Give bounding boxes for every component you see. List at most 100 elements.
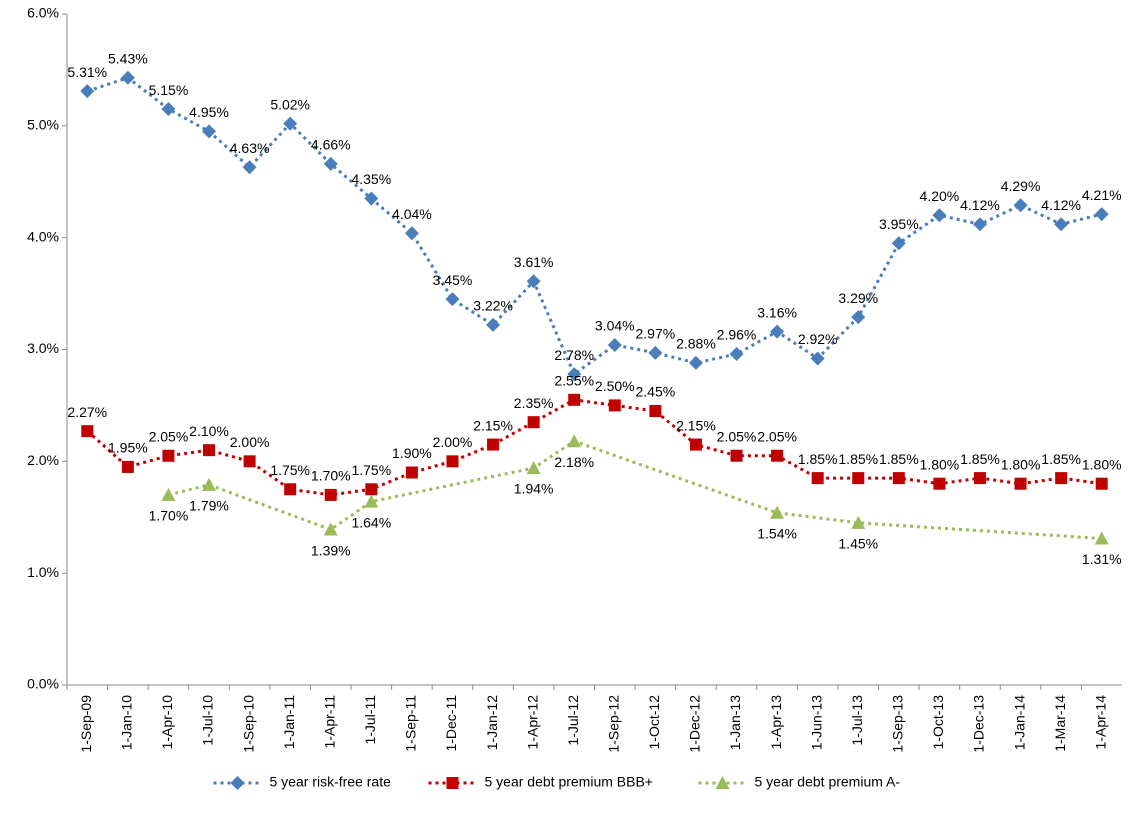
marker [1095, 477, 1108, 490]
data-label: 3.95% [879, 216, 919, 232]
marker [933, 477, 946, 490]
data-label: 3.16% [757, 304, 797, 320]
x-tick-label: 1-Sep-09 [78, 695, 94, 753]
data-label: 3.29% [838, 290, 878, 306]
marker [730, 449, 743, 462]
data-label: 2.05% [149, 428, 189, 444]
x-tick-label: 1-Sep-12 [605, 695, 621, 753]
marker [567, 434, 582, 448]
marker [1055, 472, 1068, 485]
marker [80, 84, 95, 99]
marker [811, 472, 824, 485]
data-label: 2.78% [554, 347, 594, 363]
x-tick-label: 1-Apr-11 [321, 695, 337, 749]
legend-label: 5 year risk-free rate [270, 774, 392, 790]
data-label: 1.80% [920, 456, 960, 472]
marker [770, 324, 785, 339]
marker [689, 438, 702, 451]
data-label: 1.90% [392, 445, 432, 461]
marker [1013, 198, 1028, 213]
marker [120, 70, 135, 85]
data-label: 4.66% [311, 137, 351, 153]
marker [852, 472, 865, 485]
marker [242, 160, 257, 175]
marker [121, 460, 134, 473]
data-label: 4.29% [1001, 178, 1041, 194]
data-label: 1.95% [108, 440, 148, 456]
data-label: 4.63% [230, 140, 270, 156]
marker [284, 483, 297, 496]
legend-label: 5 year debt premium A- [755, 774, 901, 790]
x-tick-label: 1-Oct-13 [930, 695, 946, 750]
x-tick-label: 1-Dec-11 [443, 695, 459, 752]
marker [567, 367, 582, 382]
data-label: 2.55% [554, 373, 594, 389]
data-label: 3.61% [514, 254, 554, 270]
marker [486, 317, 501, 332]
y-tick-label: 3.0% [27, 340, 59, 356]
marker [851, 515, 866, 529]
data-label: 1.39% [311, 542, 351, 558]
marker [568, 393, 581, 406]
data-label: 1.94% [514, 481, 554, 497]
marker [729, 346, 744, 361]
marker [162, 449, 175, 462]
marker [526, 274, 541, 289]
marker [405, 466, 418, 479]
data-label: 1.45% [838, 536, 878, 552]
legend-marker [230, 776, 245, 790]
marker [526, 461, 541, 475]
marker [1054, 217, 1069, 232]
data-label: 2.00% [433, 434, 473, 450]
data-label: 2.35% [514, 395, 554, 411]
x-tick-label: 1-Jul-12 [565, 695, 581, 746]
x-tick-label: 1-Apr-10 [159, 695, 175, 750]
marker [607, 338, 622, 353]
data-label: 2.50% [595, 378, 635, 394]
data-label: 4.21% [1082, 187, 1122, 203]
marker [1094, 207, 1109, 222]
marker [323, 156, 338, 171]
y-tick-label: 1.0% [27, 564, 59, 580]
marker [487, 438, 500, 451]
marker [364, 191, 379, 206]
marker [445, 292, 460, 307]
data-label: 1.85% [960, 451, 1000, 467]
legend: 5 year risk-free rate 5 year debt premium… [213, 774, 901, 790]
x-tick-label: 1-Sep-11 [403, 695, 419, 752]
data-label: 2.96% [717, 327, 757, 343]
marker [1014, 477, 1027, 490]
data-label: 2.97% [636, 326, 676, 342]
x-tick-label: 1-Apr-12 [524, 695, 540, 750]
data-label: 4.20% [920, 188, 960, 204]
data-label: 2.88% [676, 336, 716, 352]
x-tick-label: 1-Jul-10 [200, 695, 216, 746]
data-label: 1.80% [1082, 456, 1122, 472]
data-label: 3.22% [473, 298, 513, 314]
legend-marker [715, 776, 730, 789]
data-label: 2.18% [554, 454, 594, 470]
marker [324, 488, 337, 501]
data-label: 2.27% [67, 404, 107, 420]
x-tick-label: 1-Jan-10 [119, 695, 135, 750]
data-label: 2.15% [473, 417, 513, 433]
data-label: 1.85% [838, 451, 878, 467]
data-label: 1.85% [798, 451, 838, 467]
data-label: 1.75% [270, 462, 310, 478]
series-line [86, 76, 1103, 377]
marker [161, 487, 176, 501]
marker [932, 208, 947, 223]
marker [972, 217, 987, 232]
marker [527, 416, 540, 429]
marker [1094, 531, 1109, 545]
legend-label: 5 year debt premium BBB+ [485, 774, 653, 790]
data-label: 1.70% [311, 468, 351, 484]
data-label: 1.70% [149, 508, 189, 524]
x-tick-label: 1-Dec-13 [971, 695, 987, 753]
y-tick-label: 5.0% [27, 117, 59, 133]
data-label: 3.45% [433, 272, 473, 288]
x-tick-label: 1-Apr-13 [768, 695, 784, 750]
x-tick-label: 1-Jun-13 [808, 695, 824, 750]
x-tick-label: 1-Jan-14 [1011, 695, 1027, 750]
